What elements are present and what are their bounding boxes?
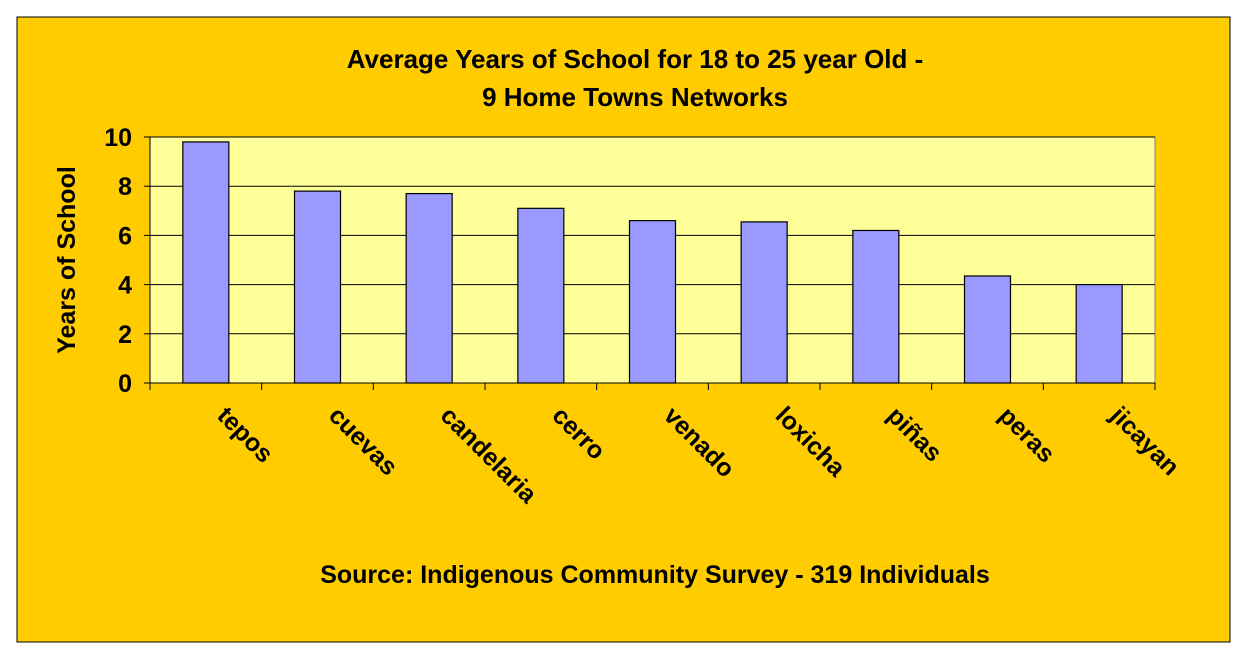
y-tick-label: 8 [118, 173, 132, 201]
bar [293, 190, 342, 384]
bar [1075, 284, 1123, 384]
bar [628, 220, 677, 384]
y-tick-label: 4 [118, 272, 132, 300]
bar [405, 192, 453, 384]
chart-title: Average Years of School for 18 to 25 yea… [347, 44, 924, 74]
y-tick-label: 2 [118, 321, 132, 349]
bar [963, 275, 1012, 384]
source-note: Source: Indigenous Community Survey - 31… [320, 561, 990, 589]
bar [740, 221, 788, 384]
y-tick-label: 0 [118, 370, 132, 398]
bar [182, 141, 230, 384]
y-axis-label: Years of School [53, 166, 81, 354]
y-tick-label: 6 [118, 222, 132, 250]
y-tick-label: 10 [104, 124, 132, 152]
bar [517, 207, 565, 384]
chart-title: 9 Home Towns Networks [482, 82, 788, 112]
bar [852, 229, 900, 384]
